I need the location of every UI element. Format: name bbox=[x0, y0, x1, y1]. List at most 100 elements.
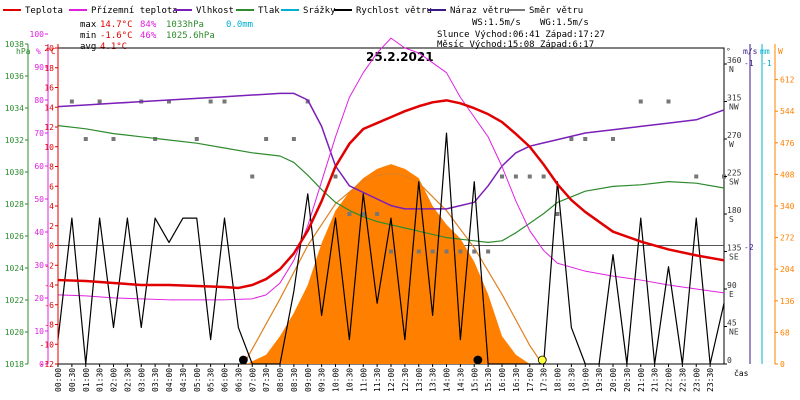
dir-tick-label: S bbox=[729, 215, 734, 224]
dir-tick-label: NW bbox=[729, 103, 739, 112]
wind-dir-point bbox=[111, 137, 116, 141]
celsius-tick-label: 10 bbox=[44, 143, 54, 152]
stats-max-label: max bbox=[80, 20, 97, 30]
wind-dir-point bbox=[569, 137, 574, 141]
dir-tick-label: 0 bbox=[727, 356, 732, 365]
dir-tick-label: 225 bbox=[727, 169, 742, 178]
hpa-tick-label: 1032 bbox=[5, 136, 24, 145]
celsius-tick-label: 6 bbox=[49, 182, 54, 191]
x-tick-label: 18:00 bbox=[554, 368, 563, 392]
dir-tick-label: 270 bbox=[727, 131, 742, 140]
hpa-tick-label: 1034 bbox=[5, 104, 24, 113]
x-tick-label: 09:00 bbox=[304, 368, 313, 392]
hpa-tick-label: 1038 bbox=[5, 40, 24, 49]
ground-temp-line bbox=[57, 37, 725, 301]
legend-label: Vlhkost bbox=[196, 6, 234, 16]
wind-dir-point bbox=[694, 174, 699, 179]
pct-tick-label: 10 bbox=[34, 327, 44, 336]
wind-dir-point bbox=[472, 249, 477, 254]
dir-tick-label: 90 bbox=[727, 281, 737, 290]
wind-dir-point bbox=[444, 249, 449, 254]
celsius-axis-title: °C bbox=[46, 47, 56, 56]
dir-tick-label: SE bbox=[729, 253, 739, 262]
pct-tick-label: 80 bbox=[34, 96, 44, 105]
stats-max-temp: 14.7°C bbox=[100, 20, 133, 30]
celsius-tick-label: 2 bbox=[49, 222, 54, 231]
x-tick-label: 17:30 bbox=[540, 368, 549, 392]
hpa-tick-label: 1020 bbox=[5, 328, 24, 337]
pct-tick-label: 50 bbox=[34, 195, 44, 204]
wind-dir-point bbox=[361, 212, 366, 216]
pct-tick-label: 60 bbox=[34, 162, 44, 171]
stats-min-press: 1025.6hPa bbox=[166, 31, 215, 41]
x-tick-label: 19:30 bbox=[595, 368, 604, 392]
x-tick-label: 00:30 bbox=[68, 368, 77, 392]
mm-axis-title: mm bbox=[760, 47, 770, 56]
hpa-tick-label: 1028 bbox=[5, 200, 24, 209]
x-tick-label: 16:00 bbox=[498, 368, 507, 392]
x-tick-label: 16:30 bbox=[512, 368, 521, 392]
w-tick-label: 136 bbox=[780, 297, 795, 306]
x-tick-label: 23:00 bbox=[692, 368, 701, 392]
legend-label: Směr větru bbox=[529, 6, 583, 16]
dir-tick-label: W bbox=[729, 140, 734, 149]
x-tick-label: 12:30 bbox=[401, 368, 410, 392]
legend-label: Náraz větru bbox=[450, 6, 510, 16]
wind-wg: WG:1.5m/s bbox=[540, 18, 589, 28]
x-tick-label: 00:00 bbox=[54, 368, 63, 392]
pct-tick-label: 0 bbox=[39, 360, 44, 369]
wind-dir-point bbox=[250, 174, 255, 179]
x-tick-label: 06:30 bbox=[234, 368, 243, 392]
wind-dir-point bbox=[500, 174, 504, 179]
pct-tick-label: 100 bbox=[30, 30, 45, 39]
celsius-tick-label: -8 bbox=[44, 321, 54, 330]
x-tick-label: 21:30 bbox=[651, 368, 660, 392]
wind-dir-point bbox=[638, 99, 643, 104]
wind-dir-point bbox=[430, 249, 435, 254]
wind-dir-point bbox=[347, 212, 352, 216]
wind-dir-point bbox=[375, 212, 380, 216]
wind-dir-point bbox=[69, 99, 74, 104]
x-tick-label: 18:30 bbox=[567, 368, 576, 392]
w-tick-label: 340 bbox=[780, 202, 795, 211]
celsius-tick-label: 16 bbox=[44, 84, 54, 93]
plot-area bbox=[57, 37, 726, 365]
dir-tick-label: SW bbox=[729, 178, 739, 187]
dir-tick-label: 45 bbox=[727, 319, 737, 328]
x-tick-label: 12:00 bbox=[387, 368, 396, 392]
wind-dir-point bbox=[416, 249, 421, 254]
dir-axis-title: ° bbox=[726, 47, 731, 56]
wind-dir-point bbox=[611, 137, 615, 141]
w-tick-label: 612 bbox=[780, 76, 795, 85]
stats-min-label: min bbox=[80, 31, 96, 41]
x-tick-label: 09:30 bbox=[318, 368, 327, 392]
axes: 00:00 00:30 01:00 01:30 02:00 02:30 03:00 03:30… bbox=[5, 30, 795, 392]
wind-dir-point bbox=[208, 99, 213, 104]
x-tick-label: 04:30 bbox=[179, 368, 188, 392]
dir-tick-label: N bbox=[729, 65, 734, 74]
x-tick-label: 06:00 bbox=[221, 368, 230, 392]
legend: Teplota Přízemní teplota Vlhkost Tlak Srážky… bbox=[3, 6, 583, 16]
hpa-tick-label: 1018 bbox=[5, 360, 24, 369]
x-tick-label: 08:00 bbox=[276, 368, 285, 392]
hpa-axis-title: hPa bbox=[16, 47, 31, 56]
x-tick-label: 11:30 bbox=[373, 368, 382, 392]
x-tick-label: 14:00 bbox=[443, 368, 452, 392]
wind-dir-point bbox=[541, 174, 546, 179]
stats-max-rain: 0.0mm bbox=[226, 20, 253, 30]
celsius-tick-label: 18 bbox=[44, 64, 54, 73]
x-tick-label: 07:00 bbox=[248, 368, 257, 392]
x-tick-label: 03:30 bbox=[151, 368, 160, 392]
legend-label: Tlak bbox=[258, 6, 280, 16]
sun-marker bbox=[537, 355, 547, 365]
x-tick-label: 02:30 bbox=[123, 368, 132, 392]
hpa-tick-label: 1036 bbox=[5, 72, 24, 81]
wind-dir-point bbox=[555, 212, 560, 216]
wind-dir-point bbox=[97, 99, 102, 104]
wind-dir-point bbox=[83, 137, 88, 141]
w-tick-label: 204 bbox=[780, 265, 795, 274]
wind-ws: WS:1.5m/s bbox=[472, 18, 521, 28]
celsius-tick-label: 8 bbox=[49, 163, 54, 172]
pct-tick-label: 40 bbox=[34, 228, 44, 237]
dir-tick-label: 135 bbox=[727, 244, 742, 253]
